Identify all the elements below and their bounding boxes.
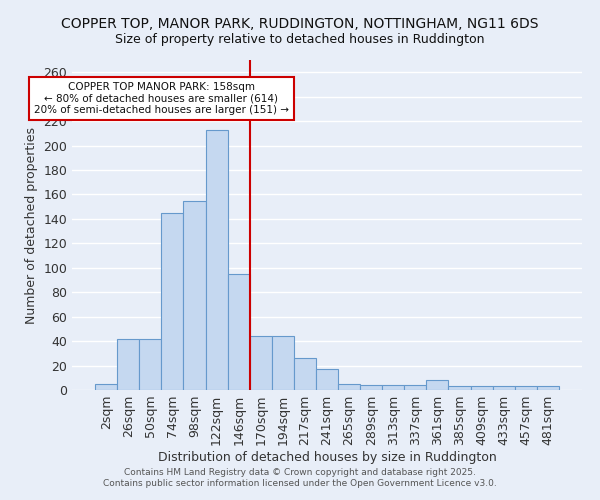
Bar (338, 384, 360, 390)
Text: COPPER TOP MANOR PARK: 158sqm
← 80% of detached houses are smaller (614)
20% of : COPPER TOP MANOR PARK: 158sqm ← 80% of d… (34, 82, 289, 115)
Text: Contains HM Land Registry data © Crown copyright and database right 2025.
Contai: Contains HM Land Registry data © Crown c… (103, 468, 497, 487)
Bar (382, 385, 404, 390)
Y-axis label: Number of detached properties: Number of detached properties (25, 126, 38, 324)
Bar (537, 386, 559, 390)
Text: COPPER TOP, MANOR PARK, RUDDINGTON, NOTTINGHAM, NG11 6DS: COPPER TOP, MANOR PARK, RUDDINGTON, NOTT… (61, 18, 539, 32)
X-axis label: Distribution of detached houses by size in Ruddington: Distribution of detached houses by size … (158, 451, 496, 464)
Bar (250, 336, 272, 390)
Bar (95, 384, 117, 390)
Text: Size of property relative to detached houses in Ruddington: Size of property relative to detached ho… (115, 32, 485, 46)
Bar (227, 274, 250, 390)
Bar (206, 130, 227, 390)
Bar (427, 380, 448, 390)
Bar (515, 386, 537, 390)
Bar (448, 386, 470, 390)
Bar (184, 200, 206, 390)
Bar (139, 338, 161, 390)
Bar (117, 338, 139, 390)
Bar (294, 358, 316, 390)
Bar (161, 213, 184, 390)
Bar (404, 385, 427, 390)
Bar (360, 385, 382, 390)
Bar (493, 386, 515, 390)
Bar (272, 336, 294, 390)
Bar (470, 386, 493, 390)
Bar (316, 369, 338, 390)
